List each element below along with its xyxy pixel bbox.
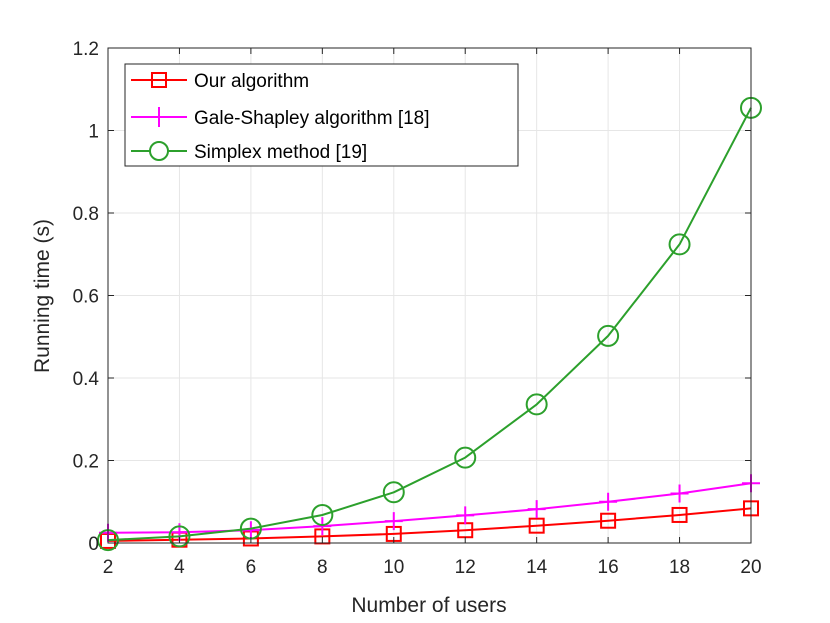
x-tick-label: 10	[383, 557, 404, 578]
data-point-plus	[456, 506, 475, 525]
series-line	[107, 507, 752, 542]
x-tick-label: 8	[317, 557, 328, 578]
series-line	[107, 107, 752, 542]
x-tick-label: 4	[174, 557, 185, 578]
data-point-square	[671, 506, 688, 523]
data-point-square	[528, 517, 545, 534]
data-point-plus	[384, 512, 403, 531]
data-point-circle	[168, 525, 191, 548]
x-tick-label: 16	[598, 557, 619, 578]
data-point-circle	[311, 503, 334, 526]
y-tick-label: 0.2	[73, 452, 99, 473]
data-point-circle	[597, 324, 620, 347]
x-tick-label: 14	[526, 557, 548, 578]
y-tick-label: 0.8	[73, 204, 99, 225]
y-tick-label: 0.6	[73, 287, 99, 308]
data-point-plus	[599, 492, 618, 511]
data-point-circle	[668, 233, 691, 256]
legend-entry-gale-shapley: Gale-Shapley algorithm [18]	[131, 107, 430, 129]
x-tick-label: 20	[740, 557, 761, 578]
y-tick-label: 0	[88, 534, 99, 555]
data-point-circle	[525, 393, 548, 416]
legend-label-our-algorithm: Our algorithm	[194, 71, 309, 92]
y-tick-label: 1.2	[73, 39, 99, 60]
legend-entry-simplex: Simplex method [19]	[131, 141, 367, 163]
legend: Our algorithm Gale-Shapley algorithm [18…	[124, 63, 519, 167]
legend-circle-marker	[149, 141, 169, 161]
data-point-circle	[382, 481, 405, 504]
legend-square-marker	[151, 72, 167, 88]
y-axis-title: Running time (s)	[31, 219, 54, 373]
legend-entry-our-algorithm: Our algorithm	[131, 71, 309, 92]
data-point-circle	[454, 446, 477, 469]
data-point-square	[600, 512, 617, 529]
x-tick-label: 18	[669, 557, 690, 578]
x-tick-label: 12	[455, 557, 476, 578]
y-tick-label: 1	[88, 122, 99, 143]
legend-label-gale-shapley: Gale-Shapley algorithm [18]	[194, 108, 430, 129]
data-point-plus	[527, 500, 546, 519]
series-line	[107, 482, 752, 534]
x-tick-label: 2	[103, 557, 114, 578]
series-2	[99, 474, 760, 542]
data-point-plus	[670, 484, 689, 503]
x-axis-title: Number of users	[351, 594, 506, 617]
y-tick-label: 0.4	[73, 369, 100, 390]
legend-box	[124, 63, 519, 167]
data-point-plus	[313, 517, 332, 536]
x-tick-label: 6	[246, 557, 257, 578]
legend-label-simplex: Simplex method [19]	[194, 142, 367, 163]
tick-layer: 2 4 6 8 10 12 14 16 18 20 0 0.2 0.4 0.6 0.8 1 1.2	[73, 39, 762, 578]
